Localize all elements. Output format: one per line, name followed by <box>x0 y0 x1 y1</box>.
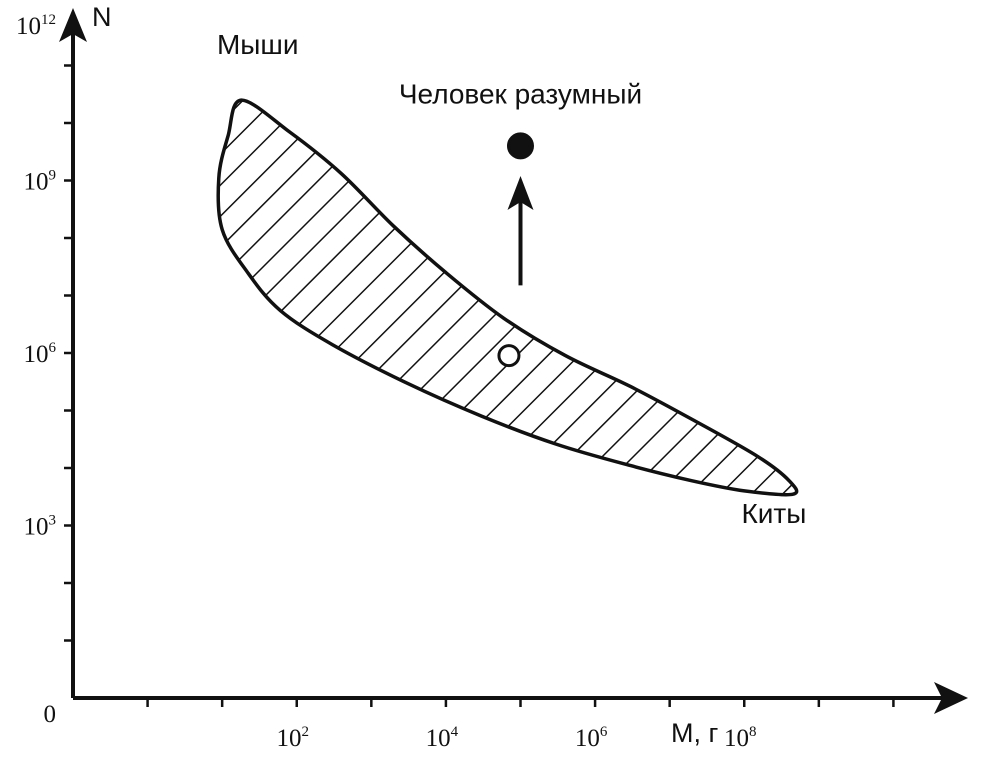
x-axis-title: M, г <box>671 718 718 748</box>
x-tick-label: 106 <box>575 724 608 752</box>
homo-sapiens-point <box>507 132 534 160</box>
x-axis-arrowhead <box>934 682 968 714</box>
y-tick-label: 106 <box>24 340 57 368</box>
x-tick-label: 102 <box>277 724 310 752</box>
mice-label: Мыши <box>217 29 299 60</box>
x-tick-label: 104 <box>426 724 459 752</box>
y-tick-label: 103 <box>24 513 57 541</box>
y-tick-label: 0 <box>44 701 57 728</box>
y-tick-label: 1012 <box>16 12 56 40</box>
expected-human-point <box>497 344 521 368</box>
growth-arrowhead <box>507 175 534 210</box>
y-axis-title: N <box>92 2 112 32</box>
hatched-region <box>216 98 799 497</box>
whales-label: Киты <box>741 498 806 529</box>
y-tick-label: 109 <box>24 168 57 196</box>
y-axis-arrowhead <box>59 8 87 42</box>
human-label: Человек разумный <box>399 78 642 109</box>
x-tick-label: 108 <box>724 724 757 752</box>
